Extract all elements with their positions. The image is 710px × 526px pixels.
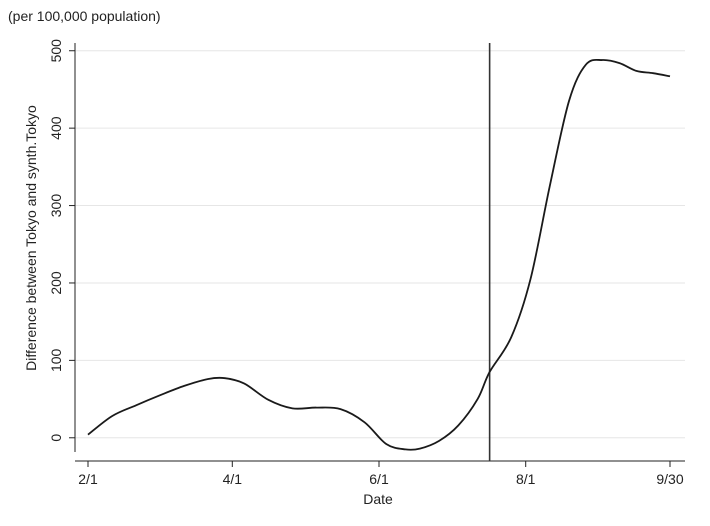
series-line [87, 58, 671, 451]
x-axis-ticks: 2/1 4/1 6/1 8/1 9/30 [78, 461, 684, 487]
y-tick-label: 0 [48, 434, 64, 442]
y-tick-label: 100 [48, 348, 64, 372]
y-axis-ticks: 0 100 200 300 400 500 [48, 39, 75, 442]
y-axis-label: Difference between Tokyo and synth.Tokyo [23, 105, 39, 371]
y-tick-label: 500 [48, 39, 64, 63]
gridlines [75, 50, 685, 439]
x-tick-label: 9/30 [656, 471, 683, 487]
chart-note: (per 100,000 population) [8, 8, 161, 24]
x-tick-label: 6/1 [369, 471, 389, 487]
x-tick-label: 4/1 [223, 471, 243, 487]
y-tick-label: 300 [48, 194, 64, 218]
y-tick-label: 200 [48, 271, 64, 295]
x-tick-label: 2/1 [78, 471, 98, 487]
x-tick-label: 8/1 [516, 471, 536, 487]
x-axis-label: Date [363, 491, 393, 507]
y-tick-label: 400 [48, 116, 64, 140]
